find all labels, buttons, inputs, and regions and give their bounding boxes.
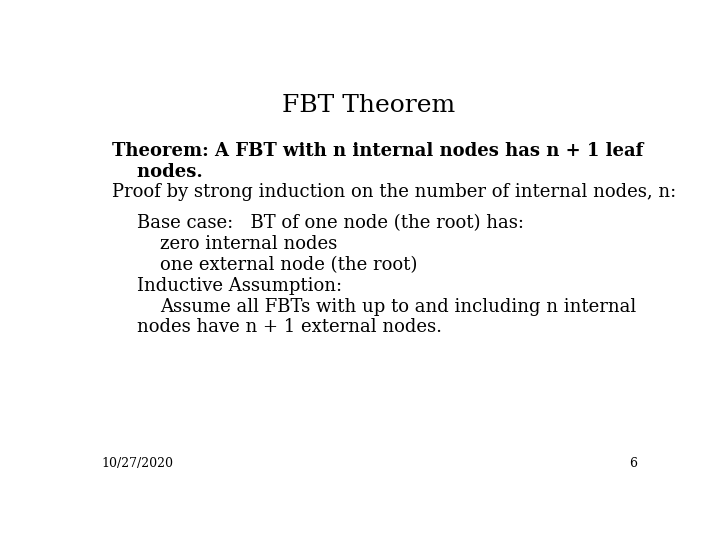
Text: nodes.: nodes. xyxy=(112,163,203,180)
Text: zero internal nodes: zero internal nodes xyxy=(160,235,337,253)
Text: Proof by strong induction on the number of internal nodes, n:: Proof by strong induction on the number … xyxy=(112,183,677,201)
Text: nodes have n + 1 external nodes.: nodes have n + 1 external nodes. xyxy=(138,319,442,336)
Text: Assume all FBTs with up to and including n internal: Assume all FBTs with up to and including… xyxy=(160,298,636,316)
Text: 10/27/2020: 10/27/2020 xyxy=(101,457,173,470)
Text: FBT Theorem: FBT Theorem xyxy=(282,94,456,117)
Text: one external node (the root): one external node (the root) xyxy=(160,256,417,274)
Text: Theorem: A FBT with n internal nodes has n + 1 leaf: Theorem: A FBT with n internal nodes has… xyxy=(112,141,644,160)
Text: 6: 6 xyxy=(629,457,637,470)
Text: Base case:   BT of one node (the root) has:: Base case: BT of one node (the root) has… xyxy=(138,214,524,233)
Text: Inductive Assumption:: Inductive Assumption: xyxy=(138,277,343,295)
